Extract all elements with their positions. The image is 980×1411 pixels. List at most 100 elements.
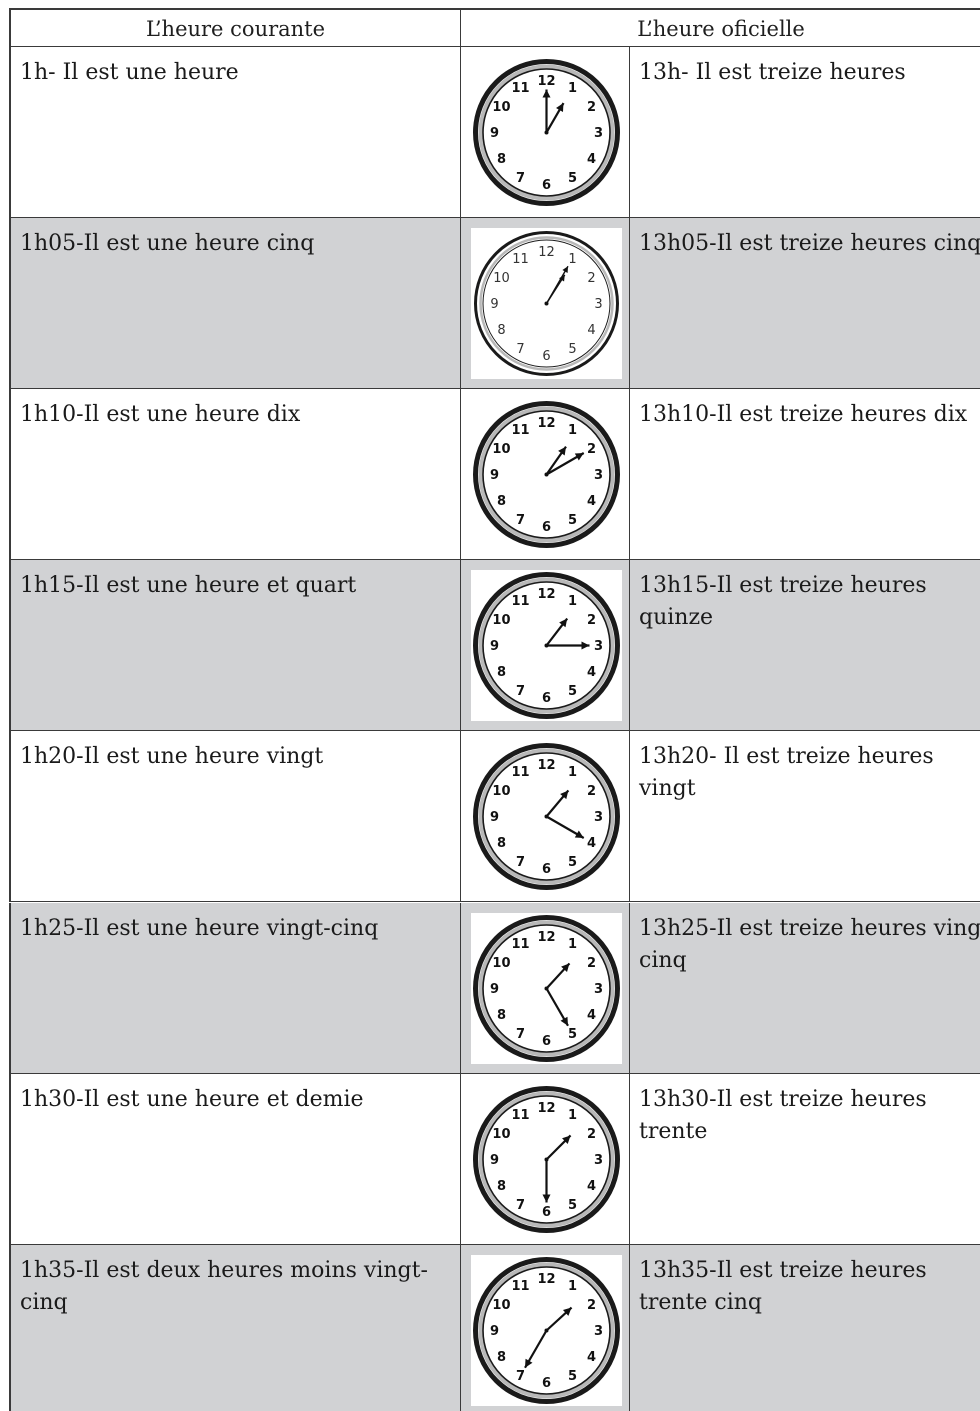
clock-icon: 12 1 2 3 4 5 6 7 8 9 10 11	[471, 570, 622, 721]
clock-numeral: 5	[568, 1027, 577, 1042]
clock-minute-hand-arrowhead	[581, 641, 590, 650]
clock-inner-ring	[478, 920, 615, 1057]
clock-center-pin	[544, 814, 549, 819]
heure-officielle-cell: 13h- Il est treize heures	[639, 60, 906, 85]
clock-numeral: 3	[594, 297, 602, 312]
clock-icon: 12 1 2 3 4 5 6 7 8 9 10 11	[471, 399, 622, 550]
clock-center-pin	[544, 986, 549, 991]
heure-officielle-cell: 13h20- Il est treize heures vingt	[639, 744, 934, 801]
clock-center-pin	[544, 472, 549, 477]
clock-numeral: 11	[511, 1279, 529, 1294]
clock-numeral: 11	[511, 937, 529, 952]
clock-numeral: 4	[587, 665, 596, 680]
clock-inner-ring	[478, 577, 615, 714]
heure-officielle-cell: 13h25-Il est treize heures vingt cinq	[639, 916, 980, 973]
clock-numeral: 6	[542, 1034, 551, 1049]
clock-center-pin	[544, 1157, 549, 1162]
heure-courante-cell: 1h05-Il est une heure cinq	[11, 218, 461, 388]
clock-numeral: 3	[594, 1153, 603, 1168]
clock-numeral: 10	[492, 1298, 510, 1313]
clock-numeral: 6	[542, 520, 551, 535]
clock-center-pin	[544, 643, 549, 648]
clock-center-pin	[544, 1328, 549, 1333]
clock-numeral: 2	[587, 784, 596, 799]
clock-numeral: 7	[516, 171, 525, 186]
clock-numeral: 2	[587, 442, 596, 457]
clock-numeral: 4	[587, 494, 596, 509]
header-heure-officielle: L’heure oficielle	[637, 17, 805, 41]
table-row: 1h25-Il est une heure vingt-cinq 12 1 2 3 4 5 6…	[9, 903, 980, 1074]
clock-minute-hand-arrowhead	[560, 1016, 568, 1026]
clock-numeral: 8	[497, 323, 505, 338]
clock-icon: 12 1 2 3 4 5 6 7 8 9 10 11	[471, 1084, 622, 1235]
clock-numeral: 12	[537, 1272, 555, 1287]
clock-cell: 12 1 2 3 4 5 6 7 8 9 10 11	[461, 218, 630, 388]
clock-numeral: 9	[490, 982, 499, 997]
clock-numeral: 4	[587, 152, 596, 167]
clock-numeral: 7	[516, 684, 525, 699]
clock-icon: 12 1 2 3 4 5 6 7 8 9 10 11	[471, 741, 622, 892]
clock-numeral: 1	[568, 937, 577, 952]
clock-hour-hand-arrowhead	[562, 1307, 572, 1316]
clock-numeral: 7	[516, 1027, 525, 1042]
clock-numeral: 7	[516, 855, 525, 870]
clock-numeral: 6	[542, 862, 551, 877]
clock-numeral: 2	[587, 1127, 596, 1142]
clock-numeral: 7	[516, 1198, 525, 1213]
clock-cell: 12 1 2 3 4 5 6 7 8 9 10 11	[461, 731, 630, 901]
table-row: 1h05-Il est une heure cinq 12 1 2 3 4 5 6 7 8 9 10 1…	[9, 218, 980, 389]
clock-numeral: 9	[490, 810, 499, 825]
clock-icon: 12 1 2 3 4 5 6 7 8 9 10 11	[471, 913, 622, 1064]
clock-numeral: 10	[492, 956, 510, 971]
clock-numeral: 1	[568, 81, 577, 96]
clock-inner-ring	[478, 64, 615, 201]
clock-numeral: 4	[587, 1008, 596, 1023]
clock-icon: 12 1 2 3 4 5 6 7 8 9 10 11	[471, 228, 622, 379]
table-header: L’heure courante L’heure oficielle	[9, 8, 980, 47]
clock-numeral: 1	[568, 1108, 577, 1123]
clock-numeral: 1	[568, 423, 577, 438]
clock-numeral: 10	[492, 1127, 510, 1142]
clock-numeral: 9	[490, 639, 499, 654]
clock-cell: 12 1 2 3 4 5 6 7 8 9 10 11	[461, 389, 630, 559]
table-row: 1h15-Il est une heure et quart 12 1 2 3 4 5 6 7 8…	[9, 560, 980, 731]
clock-numeral: 8	[497, 836, 506, 851]
clock-numeral: 7	[516, 342, 524, 357]
heure-officielle-cell: 13h05-Il est treize heures cinq	[639, 231, 980, 256]
clock-numeral: 3	[594, 639, 603, 654]
clock-numeral: 5	[568, 171, 577, 186]
clock-numeral: 11	[511, 423, 529, 438]
clock-center-pin	[544, 130, 549, 135]
heure-courante-cell: 1h10-Il est une heure dix	[11, 389, 461, 559]
clock-numeral: 4	[587, 836, 596, 851]
table-row: 1h35-Il est deux heures moins vingt-cinq…	[9, 1245, 980, 1411]
clock-minute-hand-arrowhead	[562, 266, 568, 273]
clock-hour-hand-arrowhead	[562, 1135, 571, 1144]
clock-numeral: 2	[587, 100, 596, 115]
clock-numeral: 11	[511, 765, 529, 780]
clock-cell: 12 1 2 3 4 5 6 7 8 9 10 11	[461, 1245, 630, 1411]
clock-hour-hand-arrowhead	[559, 274, 565, 282]
clock-cell: 12 1 2 3 4 5 6 7 8 9 10 11	[461, 47, 630, 217]
clock-numeral: 12	[537, 1101, 555, 1116]
clock-numeral: 8	[497, 152, 506, 167]
clock-numeral: 6	[542, 178, 551, 193]
table-row: 1h30-Il est une heure et demie 12 1 2 3 4 5 6 7 8…	[9, 1074, 980, 1245]
clock-numeral: 2	[587, 1298, 596, 1313]
clock-numeral: 12	[537, 758, 555, 773]
clock-numeral: 5	[568, 855, 577, 870]
heure-courante-cell: 1h20-Il est une heure vingt	[11, 731, 461, 901]
clock-numeral: 5	[568, 513, 577, 528]
clock-numeral: 2	[587, 271, 595, 286]
clock-cell: 12 1 2 3 4 5 6 7 8 9 10 11	[461, 560, 630, 730]
clock-numeral: 12	[537, 587, 555, 602]
clock-numeral: 11	[511, 81, 529, 96]
clock-numeral: 4	[587, 1350, 596, 1365]
clock-numeral: 5	[568, 1198, 577, 1213]
clock-numeral: 6	[542, 349, 550, 364]
clock-numeral: 9	[490, 126, 499, 141]
clock-numeral: 12	[537, 930, 555, 945]
heure-courante-cell: 1h30-Il est une heure et demie	[11, 1074, 461, 1244]
clock-numeral: 12	[537, 74, 555, 89]
clock-numeral: 5	[568, 684, 577, 699]
